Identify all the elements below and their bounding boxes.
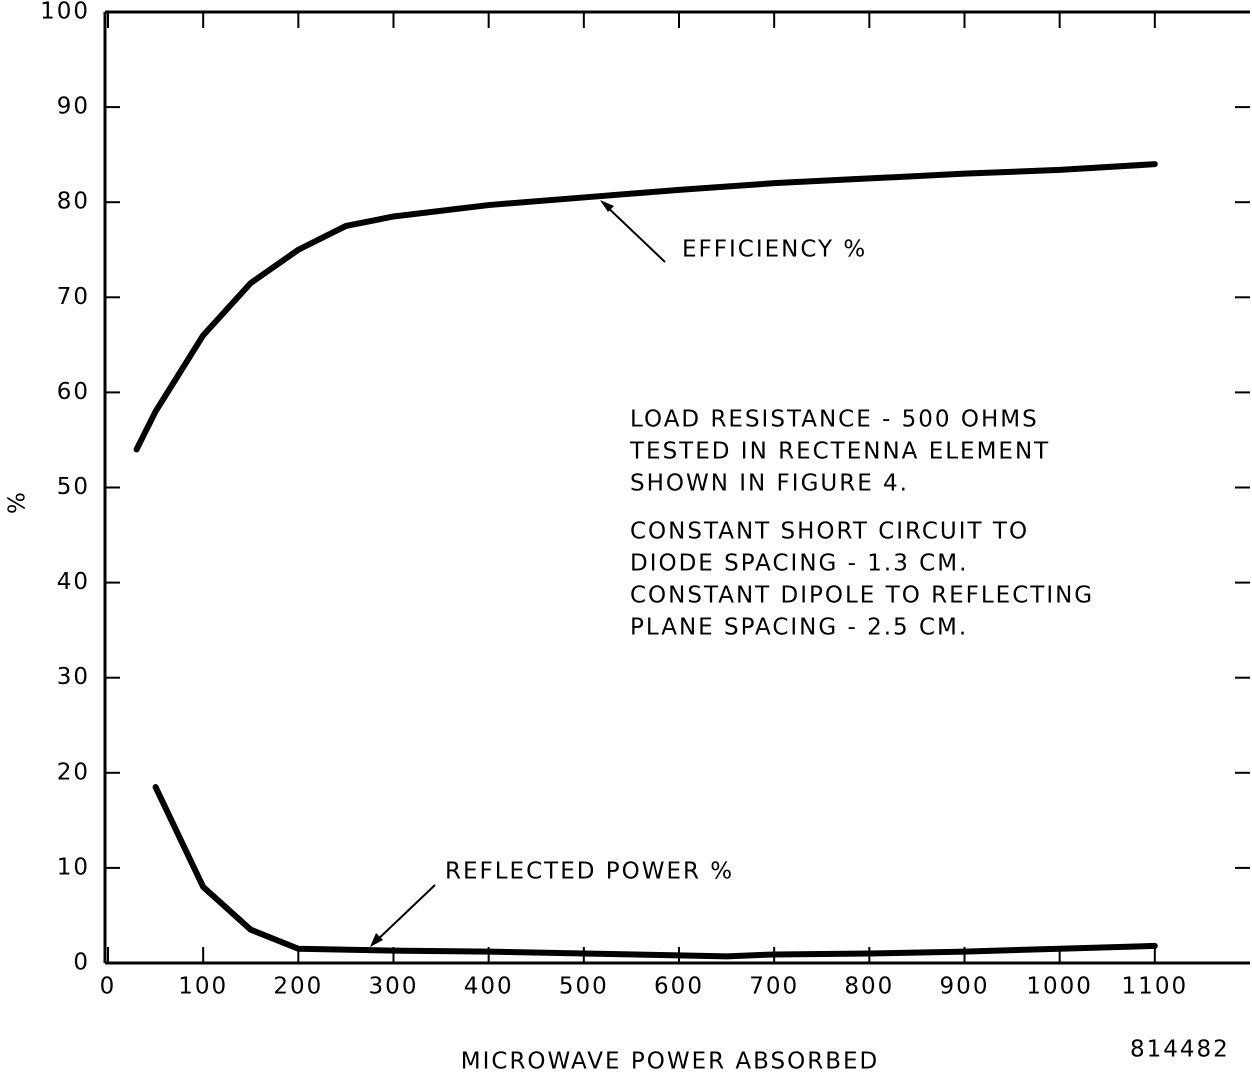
note: LOAD RESISTANCE - 500 OHMS <box>630 407 1039 433</box>
x-tick-label: 500 <box>559 974 609 1000</box>
y-tick-label: 70 <box>57 284 90 310</box>
series-label: EFFICIENCY % <box>682 237 867 263</box>
y-tick-label: 60 <box>57 379 90 405</box>
y-tick-label: 40 <box>57 569 90 595</box>
x-tick-label: 1100 <box>1122 974 1189 1000</box>
x-axis-label: MICROWAVE POWER ABSORBED <box>461 1049 879 1075</box>
note: CONSTANT DIPOLE TO REFLECTING <box>630 583 1094 609</box>
x-tick-label: 1000 <box>1026 974 1093 1000</box>
x-tick-label: 600 <box>654 974 704 1000</box>
y-tick-label: 20 <box>57 759 90 785</box>
x-tick-label: 100 <box>178 974 228 1000</box>
x-tick-label: 700 <box>749 974 799 1000</box>
x-tick-label: 0 <box>100 974 117 1000</box>
y-tick-label: 0 <box>73 950 90 976</box>
data-line <box>133 161 1158 453</box>
x-tick-label: 400 <box>464 974 514 1000</box>
arrow-head <box>600 200 614 212</box>
y-tick-label: 90 <box>57 94 90 120</box>
y-tick-label: 50 <box>57 474 90 500</box>
y-tick-label: 100 <box>40 0 90 25</box>
data-line <box>152 784 1158 960</box>
arrow <box>373 884 436 944</box>
note: PLANE SPACING - 2.5 CM. <box>630 615 968 641</box>
y-tick-label: 30 <box>57 664 90 690</box>
arrow <box>601 201 666 263</box>
note: CONSTANT SHORT CIRCUIT TO <box>630 519 1029 545</box>
x-tick-label: 900 <box>940 974 990 1000</box>
note: TESTED IN RECTENNA ELEMENT <box>629 439 1050 465</box>
note: SHOWN IN FIGURE 4. <box>630 471 909 497</box>
series-label: REFLECTED POWER % <box>445 859 734 885</box>
y-tick-label: 80 <box>57 189 90 215</box>
y-tick-label: 10 <box>57 854 90 880</box>
y-axis-label: % <box>5 490 31 514</box>
note: DIODE SPACING - 1.3 CM. <box>630 551 968 577</box>
arrow-head <box>370 933 383 947</box>
x-tick-label: 200 <box>273 974 323 1000</box>
figure-number: 814482 <box>1130 1037 1230 1063</box>
x-tick-label: 300 <box>369 974 419 1000</box>
x-tick-label: 800 <box>844 974 894 1000</box>
